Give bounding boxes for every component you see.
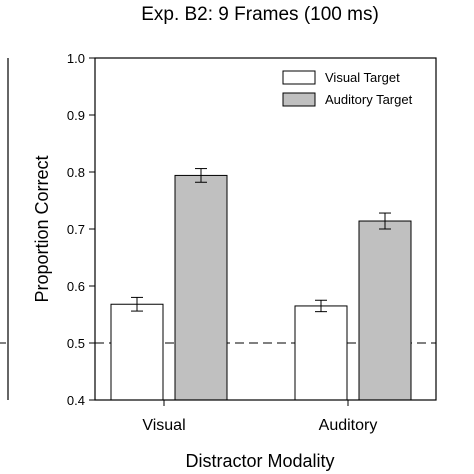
legend-label-visual-target: Visual Target	[325, 70, 400, 85]
plot-area: Visual Auditory 0.4 0.5 0.6 0.7 0.8 0.9 1.0 Visua…	[67, 51, 437, 434]
bar-visual-target-auditory	[294, 305, 348, 401]
y-tick-label: 0.9	[67, 108, 85, 123]
bar-auditory-target-auditory	[358, 220, 412, 401]
y-tick-label: 0.7	[67, 222, 85, 237]
y-tick-label: 0.4	[67, 393, 85, 408]
x-tick-label: Visual	[142, 417, 185, 434]
y-tick-label: 0.5	[67, 336, 85, 351]
legend-swatch-auditory-target	[282, 92, 316, 107]
x-axis-title: Distractor Modality	[185, 451, 334, 471]
legend-swatch-visual-target	[282, 70, 316, 85]
bar-auditory-target-visual	[174, 174, 228, 401]
y-axis-title: Proportion Correct	[32, 155, 52, 302]
x-tick-label: Auditory	[319, 417, 378, 434]
legend-label-auditory-target: Auditory Target	[325, 92, 413, 107]
bar-visual-target-visual	[110, 303, 164, 401]
y-tick-label: 0.6	[67, 279, 85, 294]
chart-title: Exp. B2: 9 Frames (100 ms)	[141, 4, 379, 25]
y-tick-label: 0.8	[67, 165, 85, 180]
y-tick-label: 1.0	[67, 51, 85, 66]
